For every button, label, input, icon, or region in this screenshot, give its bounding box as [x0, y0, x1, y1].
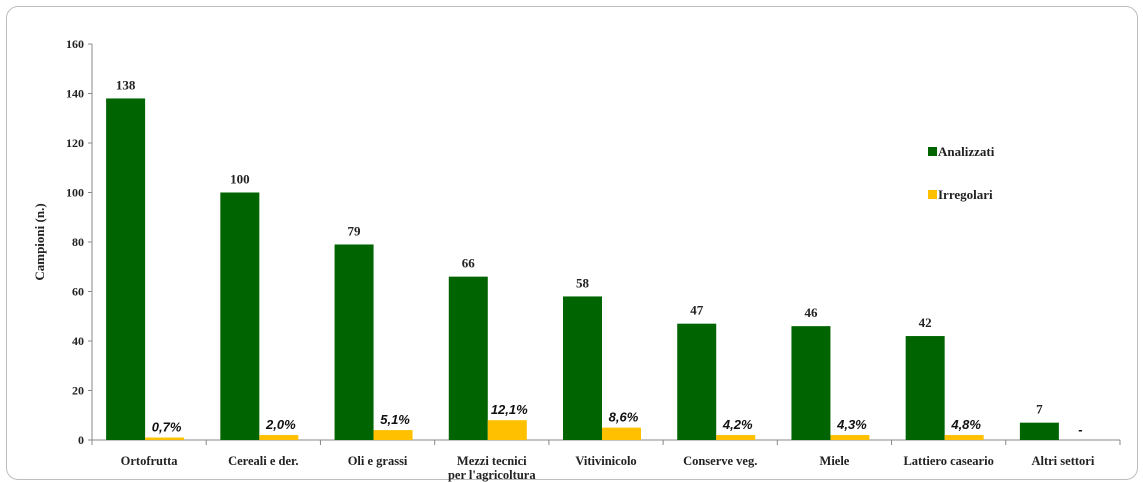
legend-swatch: [928, 190, 937, 199]
data-label-irregolari: 12,1%: [491, 402, 528, 417]
data-label-irregolari: 0,7%: [152, 420, 182, 435]
x-category-label: Ortofrutta: [121, 454, 179, 468]
data-label-irregolari: -: [1078, 422, 1082, 437]
y-tick-label: 140: [66, 87, 84, 101]
y-axis-label: Campioni (n.): [32, 203, 47, 280]
bar-irregolari: [259, 435, 299, 440]
y-tick-label: 20: [72, 384, 84, 398]
y-tick-label: 100: [66, 186, 84, 200]
data-label-analizzati: 7: [1036, 402, 1043, 417]
data-label-irregolari: 4,8%: [950, 417, 981, 432]
data-label-analizzati: 100: [230, 172, 250, 187]
bar-analizzati: [563, 296, 602, 440]
data-label-irregolari: 8,6%: [609, 410, 639, 425]
bar-irregolari: [944, 435, 984, 440]
bars: 138 0,7% 100 2,0% 79 5,1% 66 12,1% 58 8,6% 47 4,2% 4…: [106, 77, 1083, 440]
data-label-irregolari: 2,0%: [265, 417, 296, 432]
x-category-label: Cereali e der.: [228, 454, 298, 468]
y-tick-label: 60: [72, 285, 84, 299]
data-label-analizzati: 58: [576, 275, 590, 290]
x-category-label: Lattiero caseario: [903, 454, 993, 468]
bar-irregolari: [716, 435, 756, 440]
y-tick-label: 0: [78, 433, 84, 447]
bar-analizzati: [220, 192, 260, 440]
data-label-irregolari: 5,1%: [380, 412, 410, 427]
bar-irregolari: [830, 435, 870, 440]
bar-analizzati: [1019, 422, 1059, 440]
y-tick-label: 120: [66, 136, 84, 150]
bar-analizzati: [334, 244, 374, 440]
legend-label: Irregolari: [938, 187, 993, 202]
bar-analizzati: [905, 336, 945, 440]
data-label-analizzati: 66: [462, 256, 476, 271]
data-label-analizzati: 46: [804, 305, 818, 320]
y-tick-label: 160: [66, 37, 84, 51]
legend: Analizzati Irregolari: [928, 144, 995, 202]
x-category-label: Vitivinicolo: [575, 454, 636, 468]
x-category-label: Conserve veg.: [683, 454, 757, 468]
data-label-analizzati: 47: [690, 303, 704, 318]
x-category-label: Mezzi tecnici: [457, 454, 527, 468]
data-label-analizzati: 42: [919, 315, 932, 330]
bar-analizzati: [791, 326, 831, 440]
y-tick-label: 80: [72, 235, 84, 249]
data-label-irregolari: 4,2%: [722, 417, 753, 432]
bar-irregolari: [145, 437, 185, 440]
bar-irregolari: [487, 420, 527, 440]
x-category-label: Miele: [820, 454, 850, 468]
bar-analizzati: [106, 98, 146, 440]
data-label-analizzati: 79: [348, 223, 362, 238]
bar-analizzati: [448, 276, 488, 440]
legend-swatch: [928, 147, 937, 156]
legend-label: Analizzati: [938, 144, 995, 159]
bar-irregolari: [373, 430, 413, 440]
bar-irregolari: [602, 427, 641, 440]
y-tick-label: 40: [72, 334, 84, 348]
x-category-label: Altri settori: [1031, 454, 1094, 468]
data-label-irregolari: 4,3%: [836, 417, 867, 432]
x-category-label: per l'agricoltura: [448, 468, 536, 482]
bar-analizzati: [677, 323, 717, 440]
data-label-analizzati: 138: [116, 77, 136, 92]
x-category-label: Oli e grassi: [348, 454, 408, 468]
